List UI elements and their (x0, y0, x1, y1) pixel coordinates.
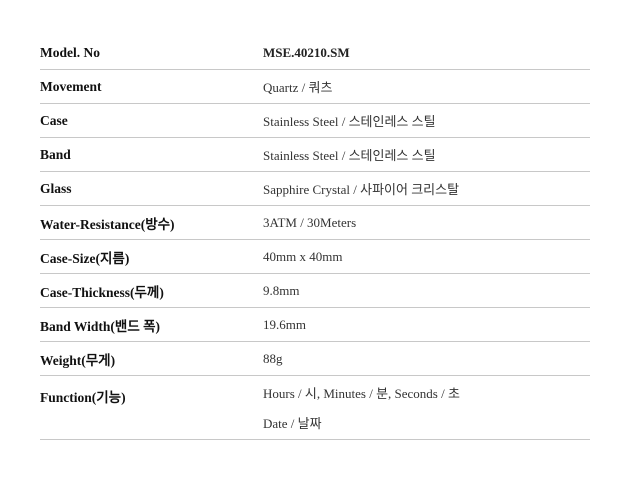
spec-row-weight: Weight(무게) 88g (40, 342, 590, 376)
spec-value: MSE.40210.SM (263, 44, 350, 60)
spec-label: Glass (40, 180, 72, 196)
spec-label: Case-Size(지름) (40, 250, 130, 266)
spec-value: 3ATM / 30Meters (263, 214, 357, 230)
spec-value: 88g (263, 350, 283, 366)
spec-value-line: Date / 날짜 (263, 416, 322, 431)
spec-label: Case (40, 112, 68, 128)
spec-row-movement: Movement Quartz / 쿼츠 (40, 70, 590, 104)
spec-row-glass: Glass Sapphire Crystal / 사파이어 크리스탈 (40, 172, 590, 206)
spec-value-line: Hours / 시, Minutes / 분, Seconds / 초 (263, 386, 460, 401)
spec-label: Band (40, 146, 71, 162)
spec-value: Quartz / 쿼츠 (263, 80, 333, 95)
spec-label: Model. No (40, 44, 100, 60)
spec-label: Function(기능) (40, 390, 126, 405)
spec-value: 9.8mm (263, 282, 300, 298)
spec-row-model: Model. No MSE.40210.SM (40, 36, 590, 70)
spec-label: Case-Thickness(두께) (40, 284, 164, 300)
spec-value: 19.6mm (263, 316, 306, 332)
spec-row-function: Function(기능) Hours / 시, Minutes / 분, Sec… (40, 376, 590, 440)
spec-label: Water-Resistance(방수) (40, 216, 175, 232)
spec-table: Model. No MSE.40210.SM Movement Quartz /… (40, 36, 590, 440)
spec-row-band: Band Stainless Steel / 스테인레스 스틸 (40, 138, 590, 172)
spec-label: Movement (40, 78, 102, 94)
spec-row-band-width: Band Width(밴드 폭) 19.6mm (40, 308, 590, 342)
spec-label: Weight(무게) (40, 352, 116, 368)
spec-label: Band Width(밴드 폭) (40, 318, 161, 334)
spec-row-case-thickness: Case-Thickness(두께) 9.8mm (40, 274, 590, 308)
spec-value: Hours / 시, Minutes / 분, Seconds / 초 Date… (263, 369, 590, 439)
spec-value: Stainless Steel / 스테인레스 스틸 (263, 148, 436, 163)
spec-value: Stainless Steel / 스테인레스 스틸 (263, 114, 436, 129)
spec-row-water-resistance: Water-Resistance(방수) 3ATM / 30Meters (40, 206, 590, 240)
spec-row-case-size: Case-Size(지름) 40mm x 40mm (40, 240, 590, 274)
spec-value: Sapphire Crystal / 사파이어 크리스탈 (263, 182, 460, 197)
spec-value: 40mm x 40mm (263, 248, 343, 264)
spec-row-case: Case Stainless Steel / 스테인레스 스틸 (40, 104, 590, 138)
